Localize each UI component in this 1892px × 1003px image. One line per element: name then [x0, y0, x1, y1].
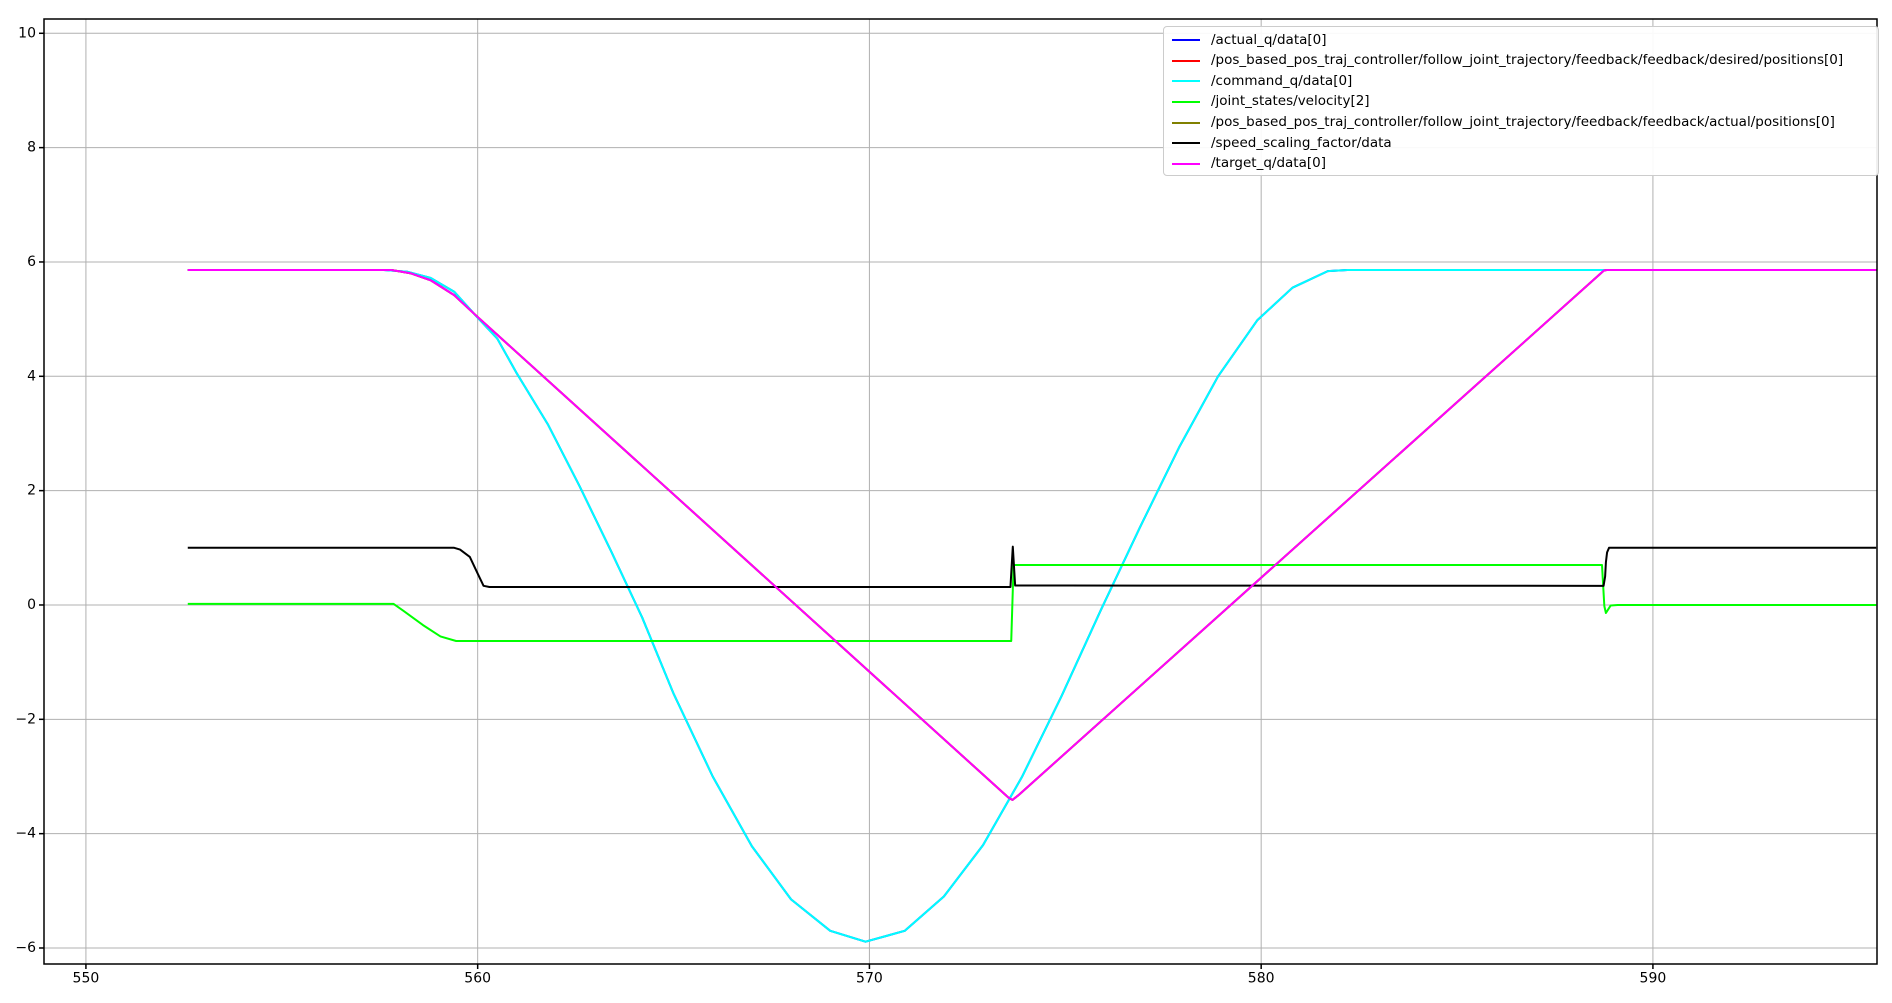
x-tick-label: 570 — [856, 971, 883, 987]
legend-line-swatch — [1172, 80, 1200, 83]
legend-line-swatch — [1172, 121, 1200, 124]
legend-item-5: /speed_scaling_factor/data — [1172, 133, 1870, 154]
y-tick-label: −6 — [15, 940, 36, 956]
x-tick-label: 560 — [464, 971, 491, 987]
y-tick-label: 8 — [27, 140, 36, 156]
legend-item-3: /joint_states/velocity[2] — [1172, 92, 1870, 113]
y-tick-label: 2 — [27, 483, 36, 499]
legend-label: /target_q/data[0] — [1211, 155, 1326, 172]
y-tick-label: 0 — [27, 597, 36, 613]
legend-item-4: /pos_based_pos_traj_controller/follow_jo… — [1172, 112, 1870, 133]
legend-line-swatch — [1172, 162, 1200, 165]
legend-label: /command_q/data[0] — [1211, 72, 1353, 89]
legend-label: /pos_based_pos_traj_controller/follow_jo… — [1211, 52, 1844, 69]
series-line-6 — [187, 268, 1877, 801]
y-axis: −6 −4 −2 0 2 4 6 8 10 — [15, 25, 44, 956]
series-line-1 — [187, 268, 1877, 801]
legend-item-6: /target_q/data[0] — [1172, 154, 1870, 175]
y-tick-label: 10 — [18, 25, 36, 41]
series-line-4 — [187, 268, 1877, 801]
legend-item-0: /actual_q/data[0] — [1172, 30, 1870, 51]
legend-label: /joint_states/velocity[2] — [1211, 93, 1370, 110]
legend-item-1: /pos_based_pos_traj_controller/follow_jo… — [1172, 51, 1870, 72]
series-line-5 — [187, 545, 1877, 588]
legend-label: /speed_scaling_factor/data — [1211, 134, 1392, 151]
y-tick-label: 6 — [27, 254, 36, 270]
legend-label: /pos_based_pos_traj_controller/follow_jo… — [1211, 113, 1835, 130]
x-tick-label: 580 — [1248, 971, 1275, 987]
legend-line-swatch — [1172, 39, 1200, 42]
x-tick-label: 550 — [73, 971, 100, 987]
legend-line-swatch — [1172, 101, 1200, 104]
plot-border — [43, 18, 1878, 965]
x-tick-label: 590 — [1640, 971, 1667, 987]
y-tick-label: −4 — [15, 826, 36, 842]
series-lines — [187, 268, 1877, 943]
y-tick-label: 4 — [27, 368, 36, 384]
x-axis: 550 560 570 580 590 — [73, 964, 1667, 987]
legend-line-swatch — [1172, 59, 1200, 62]
legend-line-swatch — [1172, 142, 1200, 145]
series-line-3 — [187, 563, 1877, 642]
legend-item-2: /command_q/data[0] — [1172, 71, 1870, 92]
y-tick-label: −2 — [15, 711, 36, 727]
legend: /actual_q/data[0] /pos_based_pos_traj_con… — [1163, 26, 1879, 176]
legend-label: /actual_q/data[0] — [1211, 31, 1327, 48]
